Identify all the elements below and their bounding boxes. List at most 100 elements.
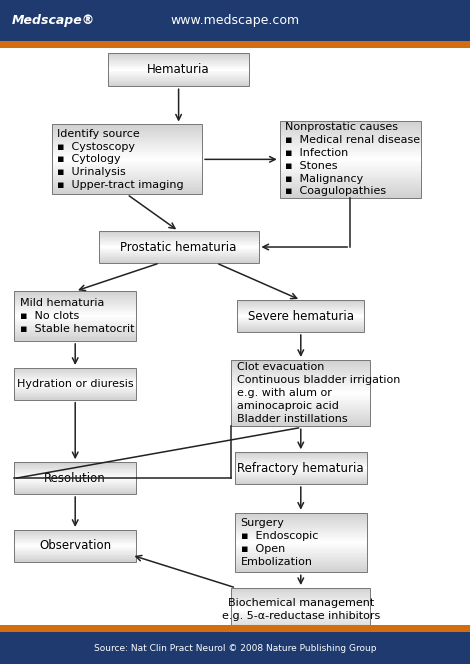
Text: Medscape®: Medscape® [12,14,95,27]
Bar [237,300,364,301]
Bar [235,521,367,523]
Bar [280,123,421,125]
Text: Nonprostatic causes
▪  Medical renal disease
▪  Infection
▪  Stones
▪  Malignanc: Nonprostatic causes ▪ Medical renal dise… [285,122,421,197]
Bar [280,173,421,175]
Text: Observation: Observation [39,539,111,552]
Bar [108,76,249,77]
Bar [108,67,249,68]
Bar [14,467,136,469]
Bar [14,559,136,560]
Bar [232,398,370,400]
Bar [14,544,136,545]
Bar [232,360,370,426]
Bar [232,605,370,606]
Bar [232,613,370,614]
Bar [99,254,259,255]
Bar [52,149,202,151]
Bar [14,306,136,307]
Bar [14,486,136,487]
Bar [235,526,367,527]
Bar [14,485,136,486]
Bar [108,57,249,58]
Bar [14,311,136,312]
Bar [232,589,370,590]
Bar [14,316,136,317]
Bar [14,383,136,384]
Bar [232,384,370,386]
Bar [235,513,367,514]
Bar [14,386,136,387]
Bar [232,623,370,625]
Text: Severe hematuria: Severe hematuria [248,309,354,323]
Bar [14,378,136,379]
Bar [280,161,421,163]
Bar [280,179,421,181]
Bar [108,62,249,63]
Bar [14,301,136,302]
Bar [232,404,370,406]
Bar [14,483,136,485]
Bar [280,184,421,186]
Bar [108,77,249,78]
Bar [14,321,136,322]
Bar [52,171,202,173]
Bar [52,135,202,137]
Bar [14,315,136,316]
Bar [232,594,370,596]
Bar [235,457,367,459]
Bar [280,186,421,188]
Bar [14,322,136,323]
Bar [52,182,202,184]
Bar [52,175,202,177]
Bar [280,194,421,196]
Bar [14,552,136,553]
Bar [14,543,136,544]
Bar [14,546,136,547]
Bar [280,146,421,148]
Bar [232,591,370,592]
Bar [232,616,370,617]
Bar [237,329,364,331]
Bar [14,326,136,327]
Bar [99,240,259,242]
Bar [280,171,421,173]
Bar [14,394,136,395]
Bar [14,376,136,377]
Bar [14,310,136,311]
Bar [99,255,259,256]
Text: Source: Nat Clin Pract Neurol © 2008 Nature Publishing Group: Source: Nat Clin Pract Neurol © 2008 Nat… [94,643,376,653]
Bar [280,165,421,167]
Bar [232,413,370,414]
Bar [235,471,367,472]
Bar [237,301,364,303]
Bar [280,131,421,133]
Bar [108,69,249,70]
Bar [232,390,370,391]
Bar [232,628,370,629]
Bar [108,60,249,62]
Bar [235,476,367,477]
Bar [14,466,136,467]
Bar [99,262,259,263]
Bar [14,389,136,390]
Bar [237,307,364,308]
Bar [14,325,136,326]
Bar [232,615,370,616]
Bar [14,300,136,301]
Bar [14,381,136,382]
Bar [14,473,136,474]
Bar [108,81,249,82]
Bar [14,493,136,494]
Text: www.medscape.com: www.medscape.com [171,14,299,27]
Bar [235,545,367,547]
Bar [99,244,259,246]
Bar [232,588,370,589]
Bar [14,379,136,380]
Bar [235,532,367,534]
Bar [99,242,259,243]
Bar [235,550,367,551]
Bar [108,68,249,69]
Bar [280,181,421,182]
Bar [237,316,364,317]
Bar [232,617,370,618]
